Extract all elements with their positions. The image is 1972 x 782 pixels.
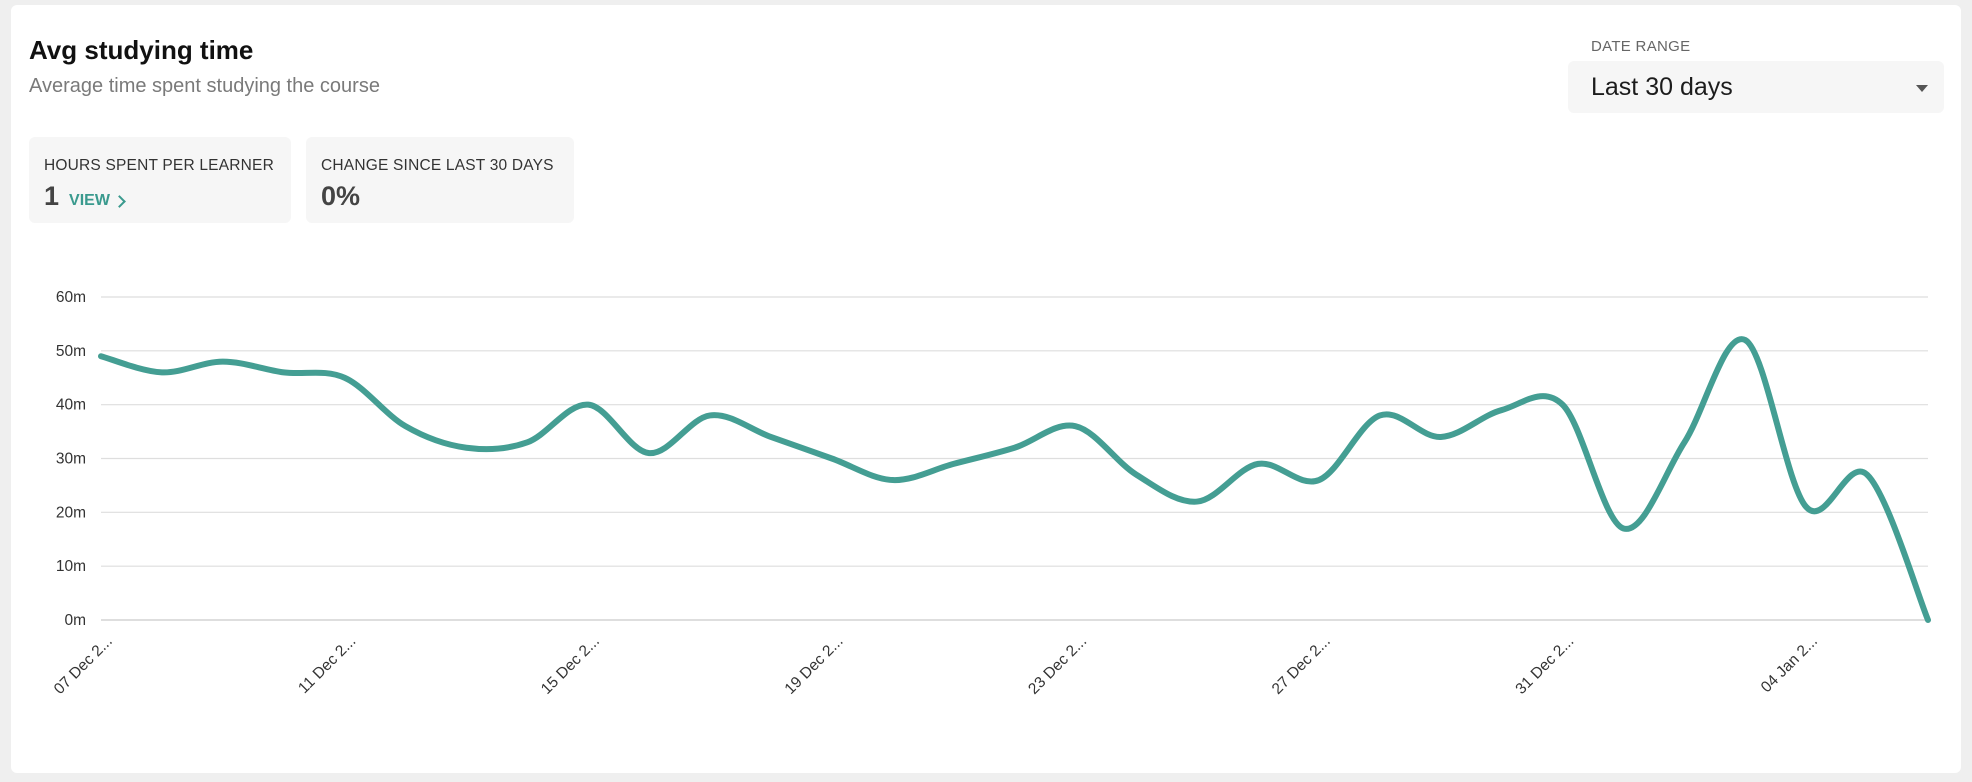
chart-card: Avg studying time Average time spent stu…	[11, 5, 1961, 773]
x-tick-label: 07 Dec 2...	[51, 633, 116, 698]
hours-per-learner-value: 1	[44, 181, 60, 211]
x-tick-label: 11 Dec 2...	[295, 633, 359, 697]
view-link[interactable]: VIEW	[69, 192, 126, 210]
view-link-label: VIEW	[69, 192, 110, 209]
caret-down-icon	[1916, 85, 1928, 92]
data-point	[1438, 434, 1444, 440]
data-point	[1377, 412, 1383, 418]
data-point	[1012, 445, 1018, 451]
y-tick-label: 10m	[56, 558, 86, 575]
x-tick-label: 31 Dec 2...	[1512, 633, 1577, 698]
data-point	[1621, 525, 1627, 531]
data-point	[1803, 504, 1809, 510]
x-tick-label: 27 Dec 2...	[1269, 633, 1334, 698]
data-point	[890, 477, 896, 483]
line-chart: 0m 10m 20m 30m 40m 50m 60m 07 Dec 2... 11 Dec 2.…	[51, 289, 1931, 698]
x-tick-label: 23 Dec 2...	[1025, 633, 1090, 698]
data-point	[98, 353, 104, 359]
data-point	[829, 456, 835, 462]
data-point	[342, 375, 348, 381]
x-tick-label: 04 Jan 2...	[1758, 633, 1821, 696]
y-tick-label: 0m	[64, 612, 86, 629]
data-point	[1681, 439, 1687, 445]
data-point	[159, 369, 165, 375]
series-line	[98, 336, 1931, 623]
change-stat: CHANGE SINCE LAST 30 DAYS 0%	[306, 137, 574, 223]
date-range-value: Last 30 days	[1591, 72, 1733, 101]
data-point	[463, 445, 469, 451]
y-tick-label: 40m	[56, 397, 86, 414]
data-point	[1133, 472, 1139, 478]
data-point	[951, 461, 957, 467]
data-point	[1864, 472, 1870, 478]
data-point	[1316, 477, 1322, 483]
date-range-select[interactable]: Last 30 days	[1568, 61, 1944, 113]
x-tick-label: 19 Dec 2...	[782, 633, 847, 698]
data-point	[585, 402, 591, 408]
x-tick-label: 15 Dec 2...	[538, 633, 603, 698]
change-label: CHANGE SINCE LAST 30 DAYS	[321, 157, 554, 174]
data-point	[403, 423, 409, 429]
y-tick-label: 60m	[56, 289, 86, 306]
data-point	[524, 439, 530, 445]
data-point	[1194, 499, 1200, 505]
chart-title: Avg studying time	[29, 35, 254, 65]
y-tick-label: 30m	[56, 451, 86, 468]
data-point	[220, 359, 226, 365]
data-point	[1072, 423, 1078, 429]
data-point	[1560, 402, 1566, 408]
y-tick-label: 20m	[56, 504, 86, 521]
y-tick-label: 50m	[56, 343, 86, 360]
data-point	[1255, 461, 1261, 467]
hours-per-learner-label: HOURS SPENT PER LEARNER	[44, 157, 274, 174]
data-point	[1742, 337, 1748, 343]
change-value: 0%	[321, 181, 361, 211]
chart-subtitle: Average time spent studying the course	[29, 75, 380, 97]
hours-per-learner-stat: HOURS SPENT PER LEARNER 1 VIEW	[29, 137, 291, 223]
data-point	[1925, 617, 1931, 623]
data-point	[768, 434, 774, 440]
data-point	[646, 450, 652, 456]
data-point	[707, 412, 713, 418]
data-point	[1499, 407, 1505, 413]
date-range-label: DATE RANGE	[1591, 38, 1691, 55]
data-point	[281, 369, 287, 375]
